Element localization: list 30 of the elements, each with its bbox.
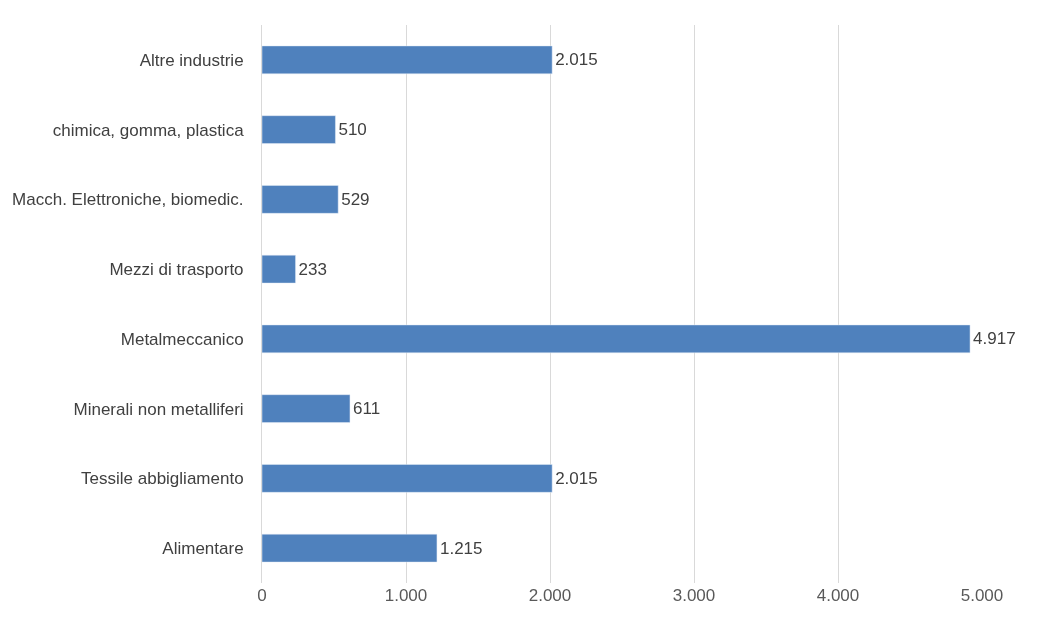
bar <box>262 185 339 214</box>
y-tick-label: Alimentare <box>162 539 244 559</box>
data-label: 233 <box>298 259 327 279</box>
y-tick-label: Metalmeccanico <box>120 329 244 349</box>
data-label: 510 <box>338 120 367 140</box>
bar <box>262 115 336 144</box>
bar <box>262 45 553 75</box>
bar <box>262 394 351 423</box>
bar <box>262 324 971 354</box>
y-tick-label: Tessile abbigliamento <box>81 469 244 489</box>
bar <box>262 464 553 493</box>
data-label: 611 <box>352 399 381 419</box>
data-label: 2.015 <box>555 50 598 70</box>
x-tick-label: 3.000 <box>672 586 716 605</box>
y-tick-label: Mezzi di trasporto <box>109 260 244 280</box>
y-tick-label: Macch. Elettroniche, biomedic. <box>12 190 244 210</box>
x-tick-label: 1.000 <box>384 586 428 605</box>
data-label: 1.215 <box>439 538 483 558</box>
bar <box>262 254 296 284</box>
x-tick-label: 4.000 <box>816 586 860 605</box>
data-label: 529 <box>341 189 370 209</box>
bar <box>262 533 438 563</box>
x-tick-label: 2.000 <box>528 586 572 605</box>
x-tick-label: 5.000 <box>960 586 1004 605</box>
y-tick-label: Altre industrie <box>139 50 244 70</box>
y-tick-label: chimica, gomma, plastica <box>52 120 245 140</box>
y-tick-label: Minerali non metalliferi <box>73 399 244 419</box>
data-label: 4.917 <box>973 329 1016 349</box>
x-tick-label: 0 <box>257 586 267 605</box>
data-label: 2.015 <box>555 468 598 488</box>
